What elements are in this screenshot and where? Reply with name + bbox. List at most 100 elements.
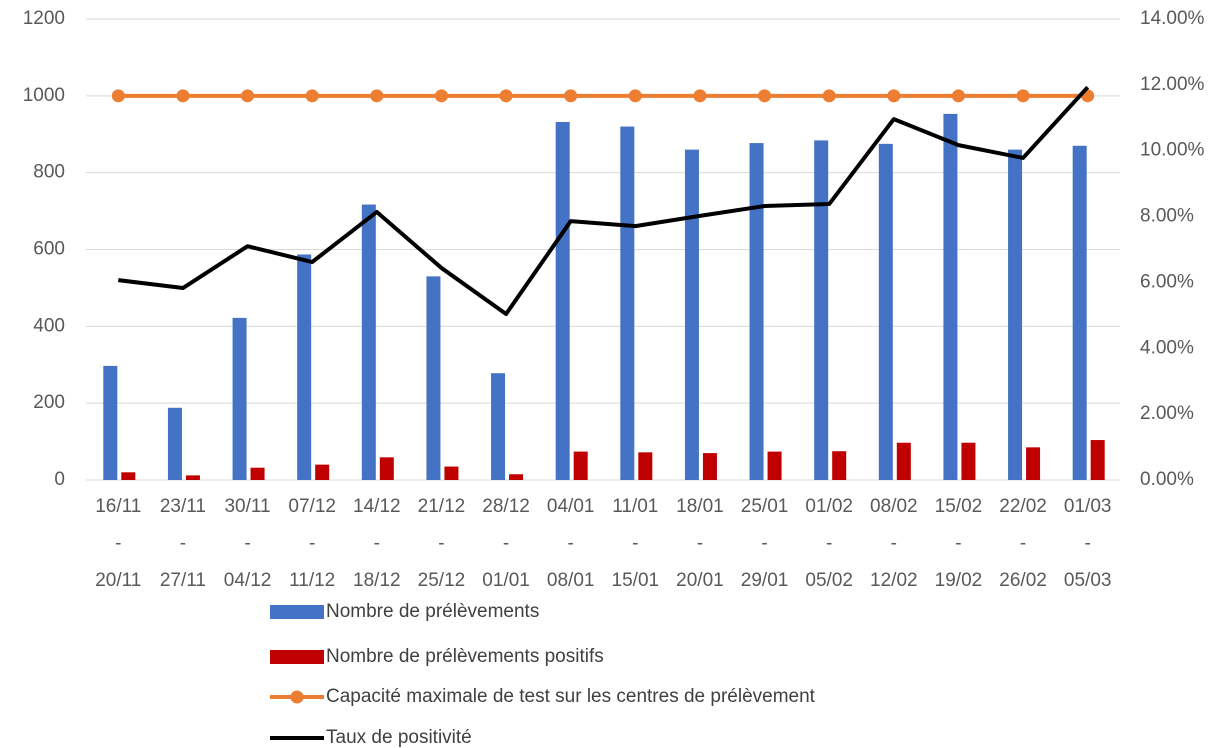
bar bbox=[185, 475, 200, 480]
line bbox=[118, 85, 1090, 317]
x-tick-label: 15/01 bbox=[612, 570, 660, 591]
x-tick-label: 30/11 bbox=[224, 496, 270, 517]
bar bbox=[1072, 145, 1087, 480]
x-tick-label: - bbox=[438, 533, 444, 554]
line-marker bbox=[499, 89, 513, 103]
bar bbox=[250, 467, 265, 480]
x-tick-label: - bbox=[826, 533, 832, 554]
x-tick-label: 16/11 bbox=[95, 496, 141, 517]
line-marker bbox=[693, 89, 707, 103]
bar bbox=[814, 140, 829, 480]
line-marker bbox=[434, 89, 448, 103]
x-tick-label: - bbox=[1085, 533, 1091, 554]
y-tick-label: 400 bbox=[33, 315, 65, 336]
x-tick-label: 21/12 bbox=[418, 496, 466, 517]
line-marker bbox=[241, 89, 255, 103]
bar bbox=[702, 453, 717, 480]
bar bbox=[1008, 149, 1023, 480]
x-tick-label: 28/12 bbox=[482, 496, 530, 517]
x-tick-label: 22/02 bbox=[999, 496, 1047, 517]
x-tick-label: 15/02 bbox=[935, 496, 983, 517]
y-tick-label: 800 bbox=[33, 162, 65, 183]
x-tick-label: 25/12 bbox=[418, 570, 466, 591]
x-tick-label: 18/12 bbox=[353, 570, 401, 591]
legend-label: Taux de positivité bbox=[326, 727, 472, 748]
bar bbox=[167, 407, 182, 480]
bar bbox=[297, 254, 312, 480]
bar bbox=[555, 121, 570, 480]
bar bbox=[379, 457, 394, 480]
x-tick-label: 04/12 bbox=[224, 570, 272, 591]
y2-tick-label: 2.00% bbox=[1140, 403, 1194, 424]
bar bbox=[1090, 440, 1105, 480]
x-tick-label: - bbox=[568, 533, 574, 554]
y2-tick-label: 4.00% bbox=[1140, 337, 1194, 358]
x-tick-label: - bbox=[697, 533, 703, 554]
x-tick-label: 11/01 bbox=[612, 496, 658, 517]
legend-label: Nombre de prélèvements positifs bbox=[326, 646, 604, 667]
x-tick-label: - bbox=[374, 533, 380, 554]
x-tick-label: 19/02 bbox=[935, 570, 983, 591]
x-tick-label: 29/01 bbox=[741, 570, 789, 591]
x-tick-label: 01/03 bbox=[1064, 496, 1112, 517]
y2-tick-label: 8.00% bbox=[1140, 206, 1194, 227]
y2-tick-label: 0.00% bbox=[1140, 469, 1194, 490]
bar bbox=[509, 474, 524, 480]
bar bbox=[749, 143, 764, 481]
x-tick-label: - bbox=[115, 533, 121, 554]
legend-label: Capacité maximale de test sur les centre… bbox=[326, 686, 816, 707]
bar bbox=[961, 442, 976, 480]
x-tick-label: 01/02 bbox=[805, 496, 853, 517]
bar bbox=[232, 317, 247, 480]
x-tick-label: - bbox=[244, 533, 250, 554]
x-tick-label: 08/02 bbox=[870, 496, 918, 517]
x-tick-label: 18/01 bbox=[676, 496, 724, 517]
legend-swatch bbox=[270, 605, 324, 619]
line-marker bbox=[1016, 89, 1030, 103]
y-tick-label: 1000 bbox=[23, 85, 65, 106]
x-tick-label: 07/12 bbox=[288, 496, 336, 517]
bar bbox=[103, 365, 118, 480]
x-tick-label: 05/02 bbox=[805, 570, 853, 591]
x-tick-label: 23/11 bbox=[160, 496, 206, 517]
bar bbox=[491, 373, 506, 480]
x-tick-label: 25/01 bbox=[741, 496, 789, 517]
y-tick-label: 0 bbox=[54, 469, 65, 490]
bar bbox=[573, 451, 588, 480]
x-tick-label: 04/01 bbox=[547, 496, 595, 517]
y-tick-label: 600 bbox=[33, 239, 65, 260]
line-marker bbox=[758, 89, 772, 103]
x-tick-label: - bbox=[1020, 533, 1026, 554]
x-tick-label: 08/01 bbox=[547, 570, 595, 591]
line-marker bbox=[628, 89, 642, 103]
x-tick-label: - bbox=[891, 533, 897, 554]
legend-label: Nombre de prélèvements bbox=[326, 601, 539, 622]
line-marker bbox=[370, 89, 384, 103]
bar bbox=[1026, 447, 1041, 480]
bar bbox=[638, 452, 653, 480]
bar bbox=[684, 149, 699, 480]
x-tick-label: - bbox=[761, 533, 767, 554]
bar bbox=[315, 464, 330, 480]
line-marker bbox=[111, 89, 125, 103]
y-tick-label: 1200 bbox=[23, 8, 65, 29]
bar bbox=[426, 276, 441, 480]
line-marker bbox=[305, 89, 319, 103]
x-tick-label: 01/01 bbox=[482, 570, 530, 591]
bar bbox=[444, 466, 459, 480]
x-tick-label: 20/01 bbox=[676, 570, 724, 591]
x-tick-label: 20/11 bbox=[95, 570, 141, 591]
legend: Nombre de prélèvements Nombre de prélèvem… bbox=[270, 601, 816, 748]
x-tick-label: 14/12 bbox=[353, 496, 401, 517]
bar bbox=[361, 204, 376, 481]
y2-tick-label: 6.00% bbox=[1140, 271, 1194, 292]
x-tick-label: 12/02 bbox=[870, 570, 918, 591]
x-tick-label: - bbox=[955, 533, 961, 554]
bar bbox=[896, 442, 911, 480]
line-marker bbox=[822, 89, 836, 103]
y2-tick-label: 12.00% bbox=[1140, 74, 1205, 95]
bar bbox=[620, 126, 635, 481]
x-tick-label: - bbox=[309, 533, 315, 554]
x-tick-label: - bbox=[632, 533, 638, 554]
